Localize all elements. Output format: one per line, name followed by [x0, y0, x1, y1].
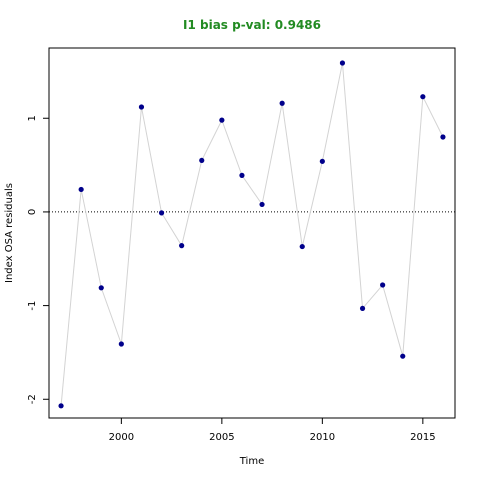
data-point-2005 [219, 117, 225, 123]
data-point-2011 [339, 60, 346, 66]
data-point-2008 [279, 100, 285, 106]
data-point-2012 [359, 305, 366, 312]
x-tick-label-2015: 2015 [410, 432, 435, 443]
y-tick-label-1: 1 [27, 115, 38, 121]
data-point-2013 [380, 282, 386, 288]
data-point-2006 [239, 172, 245, 178]
data-point-2001 [138, 104, 145, 110]
data-point-2009 [299, 243, 305, 250]
x-axis-label: Time [239, 456, 264, 467]
data-point-2014 [400, 353, 406, 359]
y-tick-label--2: -2 [27, 394, 38, 404]
data-point-2007 [259, 201, 265, 208]
data-point-2016 [440, 134, 446, 140]
series-line [60, 62, 444, 406]
y-tick-label-0: 0 [27, 209, 38, 215]
chart-title: I1 bias p-val: 0.9486 [183, 18, 321, 32]
data-point-1999 [98, 285, 104, 291]
data-point-2010 [319, 158, 325, 164]
x-tick-label-2010: 2010 [310, 432, 335, 443]
data-point-2002 [158, 210, 165, 216]
axes-layer: 2000 2005 2010 2015 -2 -1 0 1 [27, 115, 436, 443]
x-tick-label-2005: 2005 [209, 432, 234, 443]
y-axis-label: Index OSA residuals [4, 183, 15, 283]
data-point-2015 [420, 94, 426, 100]
data-point-1997 [58, 403, 64, 409]
y-tick-label--1: -1 [27, 301, 38, 311]
x-tick-label-2000: 2000 [109, 432, 134, 443]
data-point-1998 [78, 186, 84, 193]
data-point-2004 [199, 157, 205, 164]
data-layer [49, 60, 455, 409]
plot-frame [48, 47, 456, 419]
data-point-2003 [179, 243, 185, 249]
data-point-2000 [118, 341, 124, 347]
